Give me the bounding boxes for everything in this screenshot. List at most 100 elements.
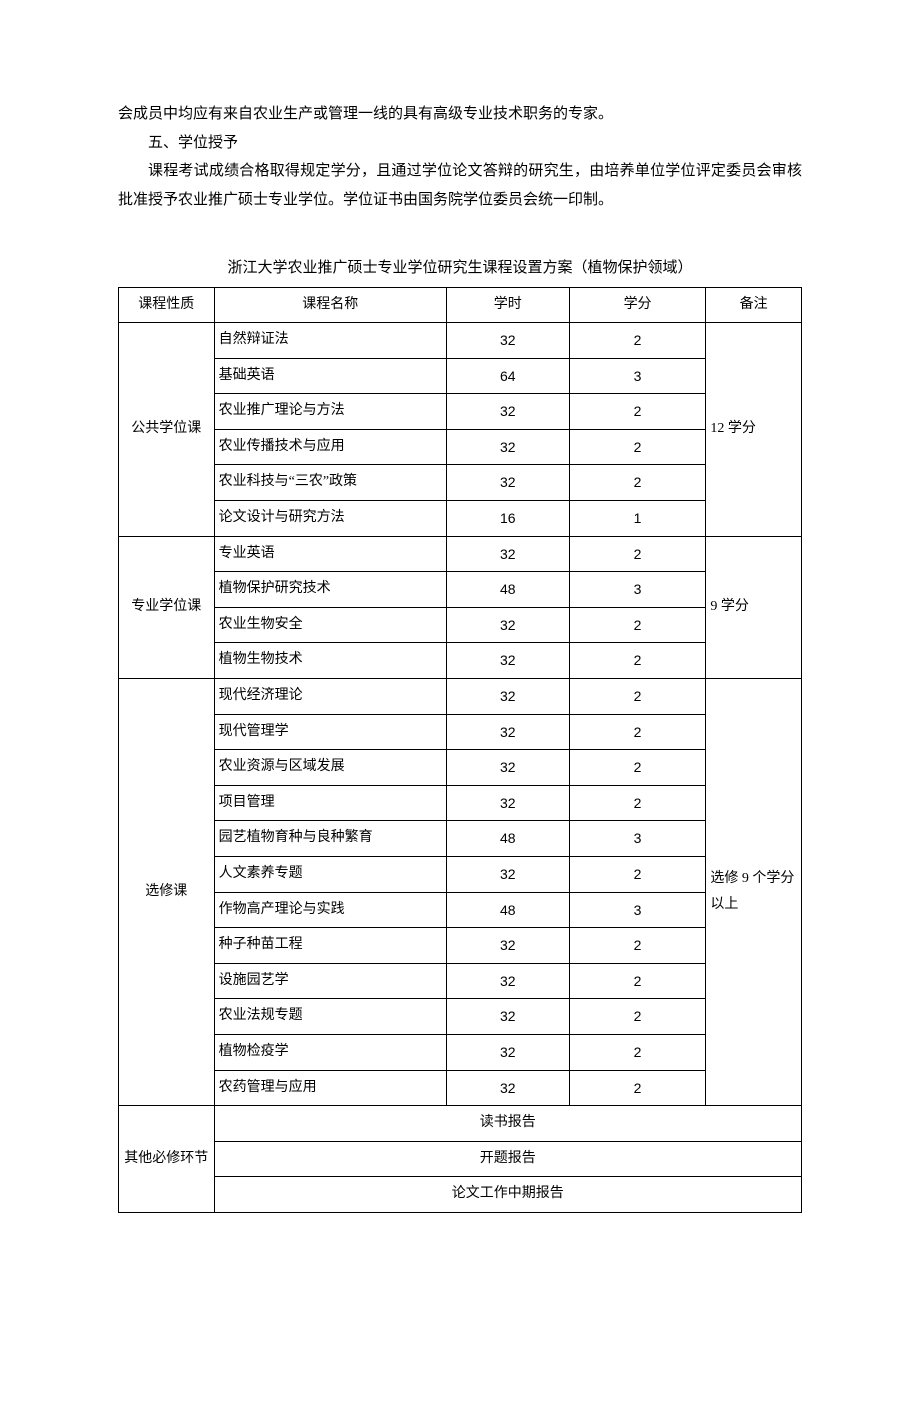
cell-hours: 32 [446,643,569,679]
cell-hours: 32 [446,928,569,964]
cell-category: 选修课 [119,679,215,1106]
cell-credits: 2 [569,714,706,750]
cell-hours: 32 [446,1070,569,1106]
cell-course-name: 种子种苗工程 [214,928,446,964]
cell-course-name: 专业英语 [214,536,446,572]
cell-credits: 3 [569,892,706,928]
header-note: 备注 [706,287,802,323]
table-row: 农药管理与应用322 [119,1070,802,1106]
cell-hours: 32 [446,963,569,999]
cell-course-name: 设施园艺学 [214,963,446,999]
table-row: 种子种苗工程322 [119,928,802,964]
cell-credits: 2 [569,465,706,501]
header-name: 课程名称 [214,287,446,323]
cell-course-name: 人文素养专题 [214,857,446,893]
cell-course-name: 自然辩证法 [214,323,446,359]
cell-course-name: 植物检疫学 [214,1034,446,1070]
table-row: 基础英语643 [119,358,802,394]
table-title: 浙江大学农业推广硕士专业学位研究生课程设置方案（植物保护领域） [118,254,802,283]
cell-course-name: 论文设计与研究方法 [214,501,446,537]
table-row: 农业传播技术与应用322 [119,429,802,465]
cell-course-name: 农业科技与“三农”政策 [214,465,446,501]
cell-hours: 48 [446,572,569,608]
table-row: 设施园艺学322 [119,963,802,999]
table-row: 植物保护研究技术483 [119,572,802,608]
cell-note: 选修 9 个学分以上 [706,679,802,1106]
table-row: 项目管理322 [119,785,802,821]
cell-other-item: 读书报告 [214,1106,801,1142]
cell-hours: 32 [446,999,569,1035]
cell-category: 其他必修环节 [119,1106,215,1213]
table-row: 农业生物安全322 [119,607,802,643]
cell-hours: 32 [446,536,569,572]
cell-hours: 64 [446,358,569,394]
cell-course-name: 农业推广理论与方法 [214,394,446,430]
table-row: 农业科技与“三农”政策322 [119,465,802,501]
cell-credits: 3 [569,572,706,608]
cell-hours: 32 [446,785,569,821]
cell-credits: 2 [569,999,706,1035]
table-row: 选修课现代经济理论322选修 9 个学分以上 [119,679,802,715]
cell-course-name: 现代管理学 [214,714,446,750]
cell-credits: 2 [569,607,706,643]
cell-credits: 3 [569,358,706,394]
cell-course-name: 农业资源与区域发展 [214,750,446,786]
table-row: 农业推广理论与方法322 [119,394,802,430]
cell-credits: 2 [569,679,706,715]
cell-other-item: 开题报告 [214,1141,801,1177]
table-row: 农业法规专题322 [119,999,802,1035]
section-heading-5: 五、学位授予 [118,129,802,158]
course-table: 课程性质 课程名称 学时 学分 备注 公共学位课自然辩证法32212 学分基础英… [118,287,802,1213]
cell-other-item: 论文工作中期报告 [214,1177,801,1213]
cell-course-name: 农业法规专题 [214,999,446,1035]
cell-credits: 2 [569,394,706,430]
cell-credits: 2 [569,963,706,999]
table-row: 论文工作中期报告 [119,1177,802,1213]
cell-hours: 32 [446,679,569,715]
table-row: 植物检疫学322 [119,1034,802,1070]
cell-course-name: 农业生物安全 [214,607,446,643]
cell-credits: 2 [569,643,706,679]
cell-hours: 32 [446,607,569,643]
cell-note: 12 学分 [706,323,802,537]
table-row: 专业学位课专业英语3229 学分 [119,536,802,572]
cell-course-name: 农业传播技术与应用 [214,429,446,465]
cell-course-name: 现代经济理论 [214,679,446,715]
table-row: 植物生物技术322 [119,643,802,679]
cell-hours: 32 [446,429,569,465]
cell-credits: 2 [569,323,706,359]
cell-credits: 2 [569,536,706,572]
cell-category: 公共学位课 [119,323,215,537]
header-category: 课程性质 [119,287,215,323]
cell-hours: 48 [446,892,569,928]
cell-credits: 2 [569,750,706,786]
cell-credits: 2 [569,857,706,893]
table-row: 其他必修环节读书报告 [119,1106,802,1142]
paragraph-degree: 课程考试成绩合格取得规定学分，且通过学位论文答辩的研究生，由培养单位学位评定委员… [118,157,802,214]
cell-course-name: 植物保护研究技术 [214,572,446,608]
table-row: 作物高产理论与实践483 [119,892,802,928]
table-row: 现代管理学322 [119,714,802,750]
table-row: 公共学位课自然辩证法32212 学分 [119,323,802,359]
cell-note: 9 学分 [706,536,802,678]
cell-credits: 1 [569,501,706,537]
paragraph-continuation: 会成员中均应有来自农业生产或管理一线的具有高级专业技术职务的专家。 [118,100,802,129]
cell-hours: 32 [446,465,569,501]
cell-course-name: 基础英语 [214,358,446,394]
table-row: 人文素养专题322 [119,857,802,893]
cell-credits: 2 [569,785,706,821]
cell-hours: 16 [446,501,569,537]
table-row: 农业资源与区域发展322 [119,750,802,786]
cell-credits: 2 [569,429,706,465]
table-header-row: 课程性质 课程名称 学时 学分 备注 [119,287,802,323]
cell-credits: 3 [569,821,706,857]
cell-hours: 32 [446,857,569,893]
cell-course-name: 农药管理与应用 [214,1070,446,1106]
cell-course-name: 项目管理 [214,785,446,821]
table-row: 开题报告 [119,1141,802,1177]
cell-hours: 32 [446,394,569,430]
cell-hours: 32 [446,750,569,786]
cell-category: 专业学位课 [119,536,215,678]
header-credits: 学分 [569,287,706,323]
cell-credits: 2 [569,1070,706,1106]
